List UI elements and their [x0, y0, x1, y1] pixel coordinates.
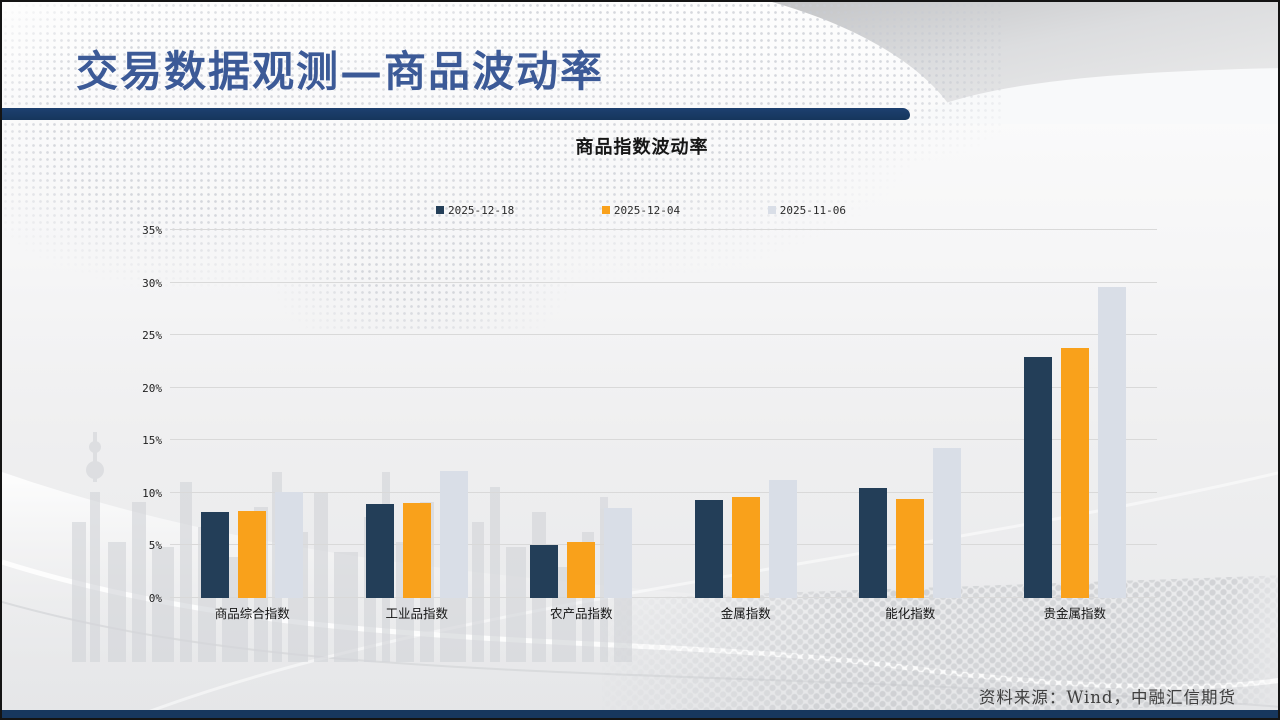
- x-axis-label: 贵金属指数: [1043, 606, 1106, 621]
- bar: [1023, 357, 1052, 598]
- y-tick-label: 15%: [142, 434, 162, 448]
- gridline: [170, 544, 1157, 546]
- bar: [1097, 286, 1126, 598]
- bar: [238, 510, 267, 598]
- header: 交易数据观测—商品波动率: [2, 2, 1278, 122]
- y-tick-label: 35%: [142, 224, 162, 237]
- bar-group: [365, 230, 468, 598]
- gridline: [170, 334, 1157, 336]
- bar-group: [859, 230, 962, 598]
- gridline: [170, 386, 1157, 388]
- y-tick-label: 25%: [142, 329, 162, 343]
- bar: [365, 504, 394, 598]
- x-axis-labels: 商品综合指数 工业品指数 农产品指数 金属指数 能化指数 贵金属指数: [170, 603, 1157, 623]
- legend-item: 2025-12-04: [601, 203, 681, 217]
- x-axis-label: 工业品指数: [385, 606, 448, 621]
- legend-label: 2025-12-18: [448, 203, 515, 217]
- bar: [933, 447, 962, 598]
- page-title: 交易数据观测—商品波动率: [76, 47, 605, 96]
- gridline: [170, 229, 1157, 230]
- bar: [694, 500, 723, 598]
- bottom-accent-bar: [2, 710, 1278, 718]
- y-tick-label: 10%: [142, 486, 162, 500]
- source-note: 资料来源：Wind，中融汇信期货: [978, 688, 1236, 707]
- y-axis-labels: 0% 5% 10% 15% 20% 25% 30% 35%: [120, 224, 162, 605]
- bar: [530, 545, 559, 598]
- bar-group: [201, 230, 304, 598]
- bar: [201, 511, 230, 598]
- legend-item: 2025-11-06: [767, 203, 846, 217]
- bar: [439, 470, 468, 598]
- bar-group: [1023, 230, 1126, 598]
- legend-swatch: [601, 206, 610, 214]
- y-tick-label: 20%: [142, 381, 162, 395]
- bar: [731, 497, 760, 598]
- legend-label: 2025-12-04: [613, 203, 681, 217]
- y-tick-label: 5%: [148, 539, 162, 553]
- title-divider: [2, 108, 910, 120]
- y-tick-label: 30%: [142, 276, 162, 290]
- x-axis-label: 金属指数: [720, 606, 771, 621]
- plot-area: [170, 229, 1157, 598]
- bar: [402, 503, 431, 598]
- x-axis-label: 农产品指数: [549, 606, 613, 621]
- bar: [768, 480, 797, 598]
- bar: [859, 487, 888, 598]
- bar: [275, 491, 304, 598]
- gridline: [170, 281, 1157, 283]
- legend-item: 2025-12-18: [436, 204, 514, 217]
- legend-label: 2025-11-06: [779, 203, 846, 217]
- chart-legend: 2025-12-18 2025-12-04 2025-11-06: [436, 203, 846, 217]
- bar: [604, 507, 633, 598]
- bar: [1060, 347, 1089, 598]
- chart-title: 商品指数波动率: [575, 137, 709, 158]
- gridline: [170, 439, 1157, 441]
- bar: [567, 542, 596, 598]
- world-dot-map: [2, 2, 1002, 332]
- gridline: [170, 597, 1157, 598]
- legend-swatch: [767, 206, 776, 214]
- bar: [896, 499, 925, 598]
- bar-group: [694, 230, 797, 598]
- y-tick-label: 0%: [148, 592, 162, 605]
- legend-swatch: [436, 206, 444, 214]
- x-axis-label: 能化指数: [885, 606, 936, 621]
- bar-group: [530, 230, 633, 598]
- x-axis-label: 商品综合指数: [214, 606, 290, 621]
- gridline: [170, 491, 1157, 493]
